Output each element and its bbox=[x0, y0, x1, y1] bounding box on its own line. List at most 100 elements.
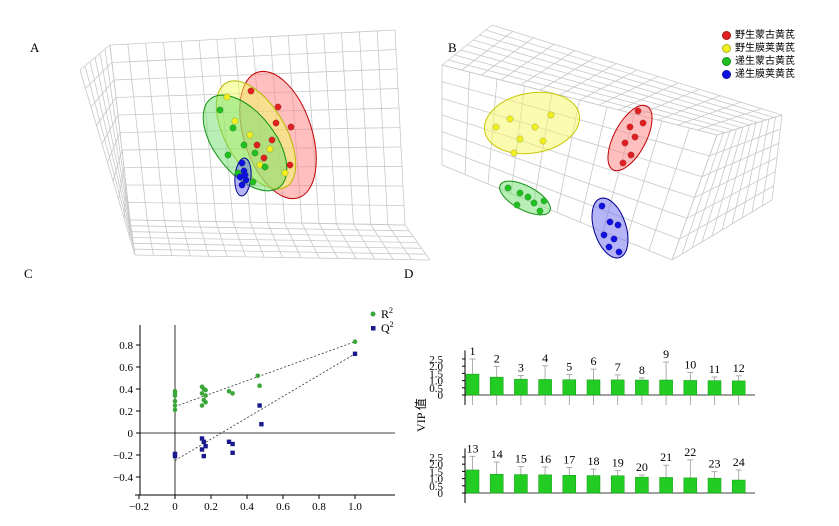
bar bbox=[586, 379, 601, 396]
data-point-r2 bbox=[172, 398, 178, 404]
grid-line bbox=[464, 71, 470, 175]
grid-line bbox=[657, 95, 721, 121]
bar-category-label: 14 bbox=[491, 447, 503, 461]
bar-category-label: 19 bbox=[612, 456, 624, 470]
data-point-r2 bbox=[230, 391, 235, 396]
point-cultivated-mongolicus bbox=[251, 149, 259, 157]
grid-line bbox=[112, 149, 123, 182]
y-tick-label: 1.5 bbox=[429, 466, 443, 478]
legend-marker-icon bbox=[722, 44, 731, 53]
point-wild-mongolicus bbox=[274, 103, 282, 111]
point-wild-mongolicus bbox=[639, 119, 647, 127]
data-point-q2 bbox=[230, 441, 235, 447]
legend-label: 递生膜荚黄芪 bbox=[735, 69, 795, 80]
point-wild-mongolicus bbox=[253, 141, 261, 149]
data-point-r2 bbox=[172, 403, 178, 408]
panel-label-c: C bbox=[24, 266, 33, 281]
grid-line bbox=[335, 223, 357, 259]
ellipse-cultivated-membranaceus bbox=[591, 197, 629, 259]
grid-line bbox=[163, 220, 173, 256]
bar-category-label: 16 bbox=[539, 452, 551, 466]
point-cultivated-membranaceus bbox=[610, 235, 618, 243]
bar bbox=[610, 379, 625, 396]
grid-line bbox=[441, 24, 493, 66]
grid-line bbox=[101, 114, 119, 145]
trend-line bbox=[174, 341, 356, 407]
bar bbox=[707, 380, 722, 396]
bar bbox=[538, 379, 552, 396]
point-cultivated-mongolicus bbox=[540, 197, 548, 205]
point-wild-membranaceus bbox=[531, 123, 539, 131]
y-tick-label: 0.8 bbox=[119, 340, 133, 352]
y-tick-label: −0.4 bbox=[113, 472, 133, 484]
grid-line bbox=[481, 37, 534, 76]
point-wild-mongolicus bbox=[272, 119, 280, 127]
point-wild-mongolicus bbox=[287, 123, 295, 131]
bar-category-label: 15 bbox=[515, 452, 527, 466]
bar-category-label: 10 bbox=[684, 358, 696, 372]
y-axis-label: VIP 值 bbox=[413, 398, 428, 432]
point-cultivated-membranaceus bbox=[241, 171, 249, 179]
grid-line bbox=[146, 220, 154, 256]
trend-line bbox=[174, 353, 356, 461]
y-tick-label: 0.2 bbox=[119, 406, 133, 418]
legend-label-sup: 2 bbox=[389, 306, 393, 315]
bar bbox=[489, 376, 504, 396]
y-tick-label: 2.0 bbox=[429, 361, 443, 373]
bar bbox=[659, 477, 673, 494]
bar bbox=[707, 477, 722, 494]
point-cultivated-membranaceus bbox=[614, 221, 622, 229]
grid-line bbox=[709, 128, 781, 157]
data-point-q2 bbox=[201, 453, 206, 459]
point-wild-mongolicus bbox=[626, 123, 634, 131]
bar bbox=[635, 379, 649, 396]
bar-category-label: 12 bbox=[733, 361, 745, 375]
y-tick-label: 0.5 bbox=[429, 383, 443, 395]
point-wild-membranaceus bbox=[516, 135, 524, 143]
data-point-q2 bbox=[352, 351, 358, 356]
panel-c-permutation-plot: −0.2 0 0.2 0.4 0.6 0.8 1.0 −0.4 −0.2 0 0.2 0.4 0.6 0.… bbox=[113, 306, 395, 513]
legend-item: 野生蒙古黄芪 bbox=[722, 29, 795, 42]
grid-line bbox=[618, 82, 679, 111]
bar bbox=[635, 476, 649, 494]
point-wild-membranaceus bbox=[223, 93, 231, 101]
grid-line bbox=[318, 223, 339, 259]
grid-line bbox=[671, 199, 773, 261]
y-tick-label: 0.4 bbox=[119, 384, 133, 396]
grid-line bbox=[625, 120, 663, 242]
grid-line bbox=[500, 43, 555, 81]
grid-line bbox=[109, 29, 396, 46]
grid-line bbox=[284, 222, 302, 258]
grid-line bbox=[404, 224, 431, 261]
point-wild-membranaceus bbox=[492, 123, 500, 131]
data-point-q2 bbox=[201, 439, 206, 444]
point-wild-mongolicus bbox=[621, 139, 629, 147]
y-tick-label: −0.2 bbox=[113, 450, 133, 462]
bar-category-label: 7 bbox=[615, 360, 621, 374]
grid-line bbox=[679, 185, 774, 240]
grid-line bbox=[716, 114, 783, 136]
point-cultivated-mongolicus bbox=[224, 151, 232, 159]
bar bbox=[514, 378, 528, 396]
data-point-r2 bbox=[226, 388, 232, 394]
point-cultivated-mongolicus bbox=[516, 189, 524, 197]
y-tick-label: 0.6 bbox=[119, 362, 133, 374]
ellipse-wild-membranaceus bbox=[483, 91, 581, 155]
legend-marker-icon bbox=[722, 70, 731, 79]
grid-line bbox=[90, 79, 115, 108]
point-wild-membranaceus bbox=[266, 145, 274, 153]
y-tick-label: 2.0 bbox=[429, 459, 443, 471]
y-tick-label: 1.0 bbox=[429, 376, 443, 388]
bar-category-label: 24 bbox=[733, 455, 745, 469]
data-point-q2 bbox=[172, 453, 178, 459]
data-point-r2 bbox=[203, 399, 208, 405]
point-cultivated-mongolicus bbox=[249, 178, 257, 186]
x-tick-label: 0.6 bbox=[276, 501, 290, 513]
point-wild-mongolicus bbox=[286, 161, 294, 169]
y-tick-label: 1.0 bbox=[429, 474, 443, 486]
point-cultivated-mongolicus bbox=[513, 201, 521, 209]
grid-line bbox=[701, 142, 779, 178]
bar-category-label: 3 bbox=[518, 361, 524, 375]
bar bbox=[659, 379, 673, 396]
x-tick-label: 0.2 bbox=[204, 501, 218, 513]
